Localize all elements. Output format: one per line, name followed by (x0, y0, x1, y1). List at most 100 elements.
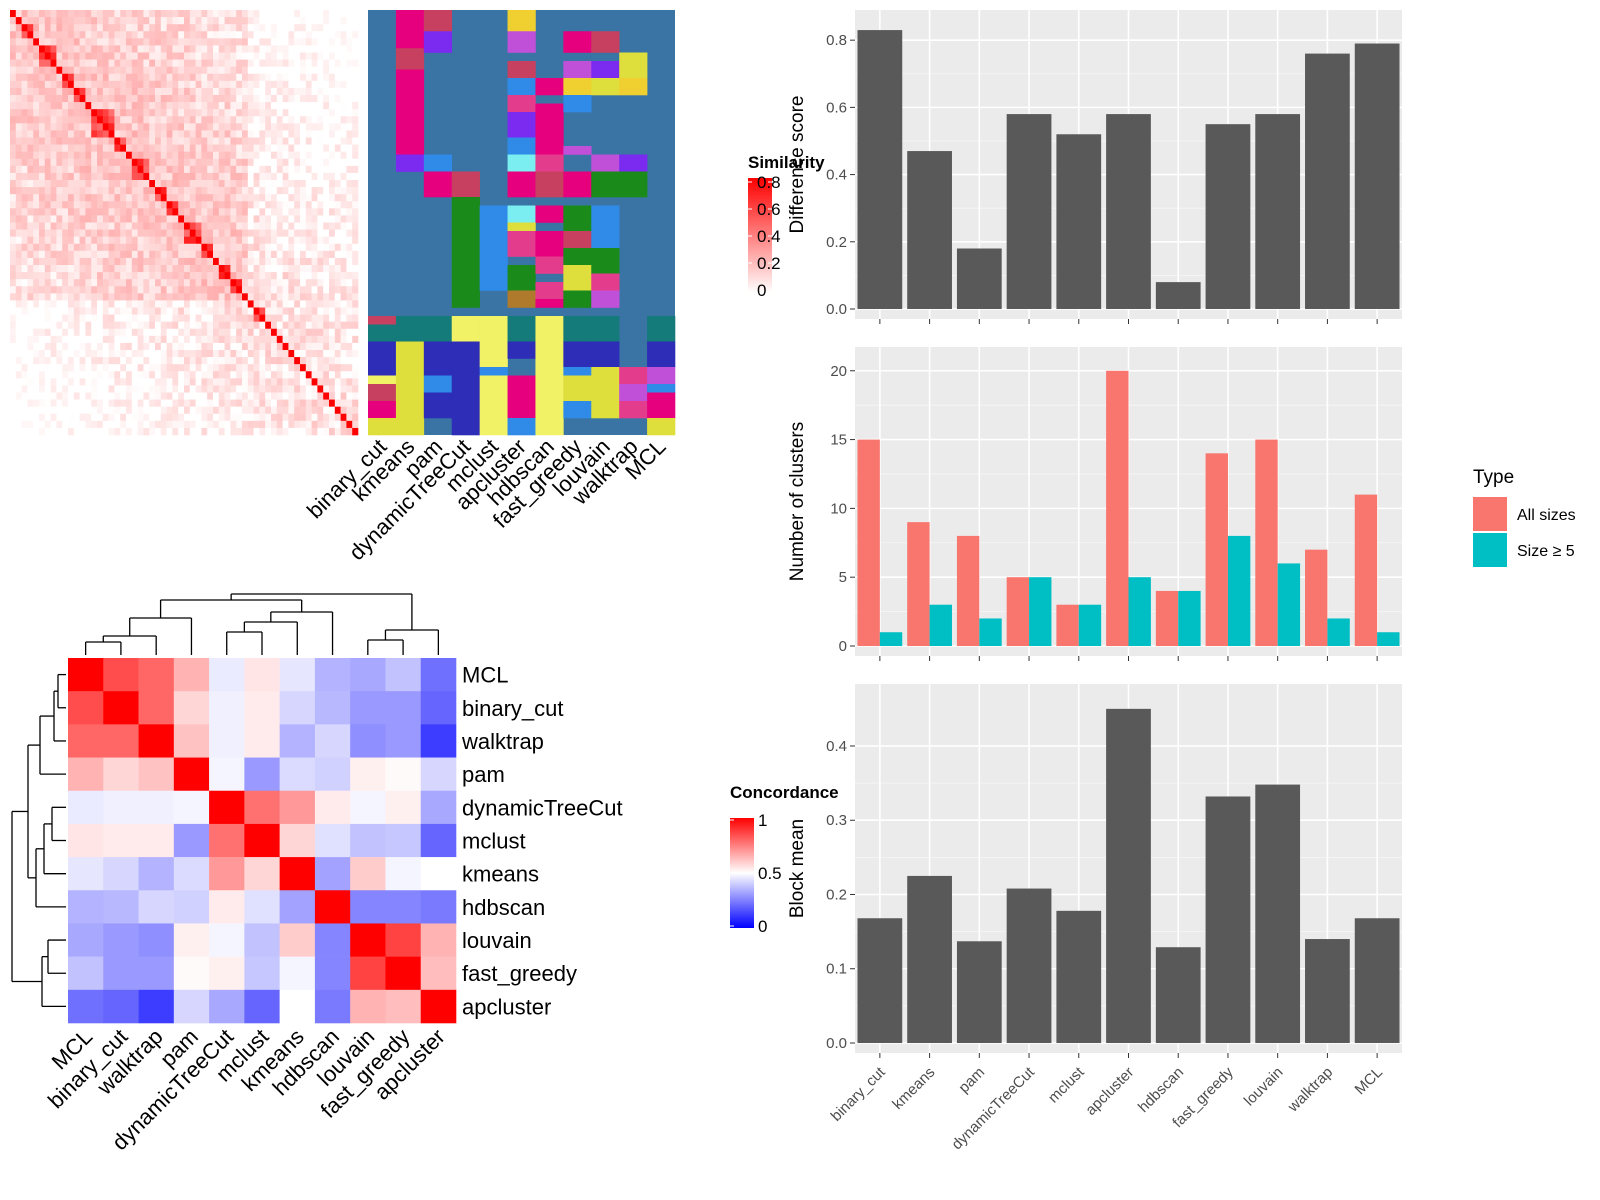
similarity-cell (114, 243, 121, 252)
similarity-cell (131, 24, 138, 32)
similarity-cell (184, 80, 191, 89)
similarity-cell (73, 194, 80, 202)
similarity-cell (73, 45, 80, 53)
similarity-cell (340, 158, 347, 167)
similarity-cell (329, 215, 336, 223)
similarity-cell (230, 229, 237, 237)
similarity-cell (184, 243, 191, 252)
similarity-cell (230, 371, 237, 379)
similarity-cell (317, 109, 324, 117)
similarity-cell (259, 342, 266, 351)
similarity-cell (178, 399, 185, 407)
similarity-cell (305, 357, 312, 365)
similarity-cell (85, 158, 92, 167)
similarity-cell (300, 24, 307, 32)
similarity-cell (15, 371, 22, 379)
similarity-cell (33, 420, 40, 429)
similarity-cell (85, 116, 92, 124)
similarity-cell (329, 392, 336, 400)
similarity-cell (276, 73, 283, 82)
y-tick-label: 0.2 (826, 886, 847, 903)
similarity-cell (230, 87, 237, 96)
similarity-cell (33, 116, 40, 124)
cluster-cell (563, 248, 592, 266)
similarity-cell (21, 137, 28, 145)
similarity-cell (143, 236, 150, 245)
similarity-cell (305, 350, 312, 358)
similarity-cell (50, 427, 57, 436)
similarity-cell (224, 208, 231, 216)
similarity-cell (305, 406, 312, 415)
similarity-cell (253, 222, 260, 230)
similarity-cell (300, 102, 307, 110)
similarity-cell (56, 102, 63, 110)
similarity-cell (155, 286, 162, 294)
similarity-cell (62, 80, 69, 89)
cluster-cell (535, 205, 564, 223)
similarity-cell (85, 350, 92, 358)
similarity-cell (137, 314, 144, 322)
similarity-cell (352, 137, 359, 145)
similarity-cell (247, 392, 254, 400)
similarity-cell (166, 151, 173, 160)
similarity-cell (15, 158, 22, 167)
similarity-cell (166, 87, 173, 96)
similarity-cell (352, 31, 359, 39)
similarity-cell (334, 52, 341, 60)
similarity-cell (44, 364, 51, 372)
similarity-cell (236, 335, 243, 344)
cluster-cell (591, 248, 620, 274)
similarity-cell (108, 350, 115, 358)
similarity-cell (149, 364, 156, 372)
similarity-cell (172, 392, 179, 400)
similarity-cell (207, 109, 214, 117)
similarity-cell (15, 357, 22, 365)
similarity-cell (340, 95, 347, 103)
similarity-cell (160, 194, 167, 202)
similarity-cell (334, 45, 341, 53)
similarity-cell (27, 300, 34, 308)
similarity-cell (184, 413, 191, 422)
similarity-cell (300, 321, 307, 330)
similarity-cell (259, 95, 266, 103)
similarity-cell (137, 378, 144, 386)
concordance-cell (138, 724, 175, 758)
similarity-cell (114, 257, 121, 266)
similarity-cell (340, 399, 347, 407)
similarity-cell (68, 201, 75, 209)
similarity-cell (265, 427, 272, 436)
similarity-cell (27, 172, 34, 181)
similarity-cell (120, 109, 127, 117)
similarity-cell (242, 172, 249, 181)
similarity-cell (288, 427, 295, 436)
similarity-cell (253, 406, 260, 415)
similarity-cell (294, 59, 301, 67)
similarity-cell (73, 378, 80, 386)
similarity-cell (79, 314, 86, 322)
similarity-cell (160, 279, 167, 287)
similarity-cell (160, 272, 167, 280)
similarity-cell (334, 321, 341, 330)
similarity-cell (201, 137, 208, 145)
similarity-cell (62, 385, 69, 393)
similarity-cell (114, 116, 121, 124)
similarity-cell (102, 243, 109, 252)
similarity-cell (352, 236, 359, 245)
similarity-cell (265, 102, 272, 110)
similarity-cell (259, 392, 266, 400)
similarity-cell (189, 350, 196, 358)
similarity-cell (300, 158, 307, 167)
similarity-cell (160, 17, 167, 25)
similarity-cell (288, 307, 295, 315)
similarity-cell (265, 335, 272, 344)
similarity-cell (282, 314, 289, 322)
similarity-cell (207, 24, 214, 32)
similarity-cell (317, 194, 324, 202)
similarity-cell (21, 31, 28, 39)
similarity-cell (21, 371, 28, 379)
similarity-cell (253, 66, 260, 75)
cluster-cell (619, 52, 648, 79)
similarity-cell (56, 194, 63, 202)
similarity-cell (218, 109, 225, 117)
similarity-cell (39, 427, 46, 436)
